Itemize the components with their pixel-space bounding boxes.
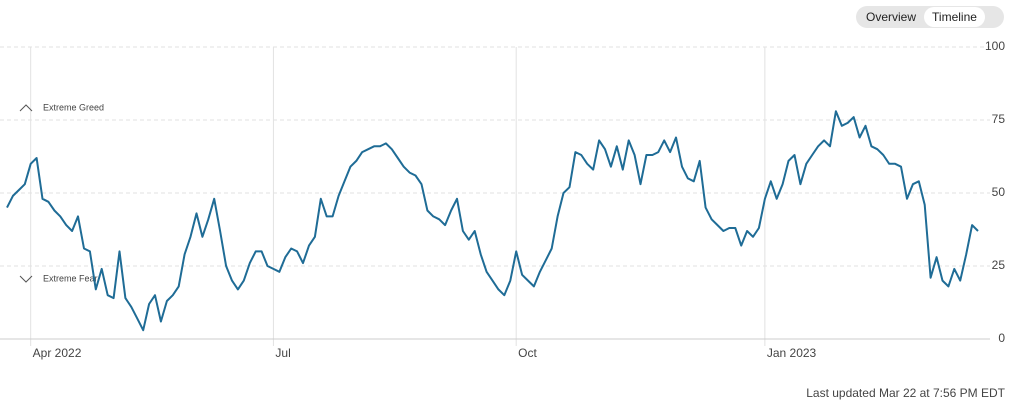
- annotation: Extreme Greed: [43, 102, 104, 112]
- y-tick-label: 50: [992, 185, 1006, 199]
- x-tick-label: Jul: [275, 346, 290, 360]
- greed-arrow: [19, 104, 33, 112]
- x-tick-label: Oct: [518, 346, 537, 360]
- x-tick-label: Jan 2023: [767, 346, 817, 360]
- y-tick-label: 100: [985, 39, 1005, 53]
- annotation: Extreme Fear: [43, 273, 98, 283]
- y-tick-label: 75: [992, 112, 1006, 126]
- fear-arrow: [19, 275, 33, 283]
- tab[interactable]: Overview: [866, 10, 917, 24]
- y-tick-label: 25: [992, 258, 1006, 272]
- y-tick-label: 0: [998, 331, 1005, 345]
- line: [6, 110, 979, 332]
- footnote: Last updated Mar 22 at 7:56 PM EDT: [806, 386, 1005, 400]
- tab[interactable]: Timeline: [924, 7, 985, 27]
- tab-group: Overview Timeline: [856, 6, 1004, 28]
- x-tick-label: Apr 2022: [33, 346, 82, 360]
